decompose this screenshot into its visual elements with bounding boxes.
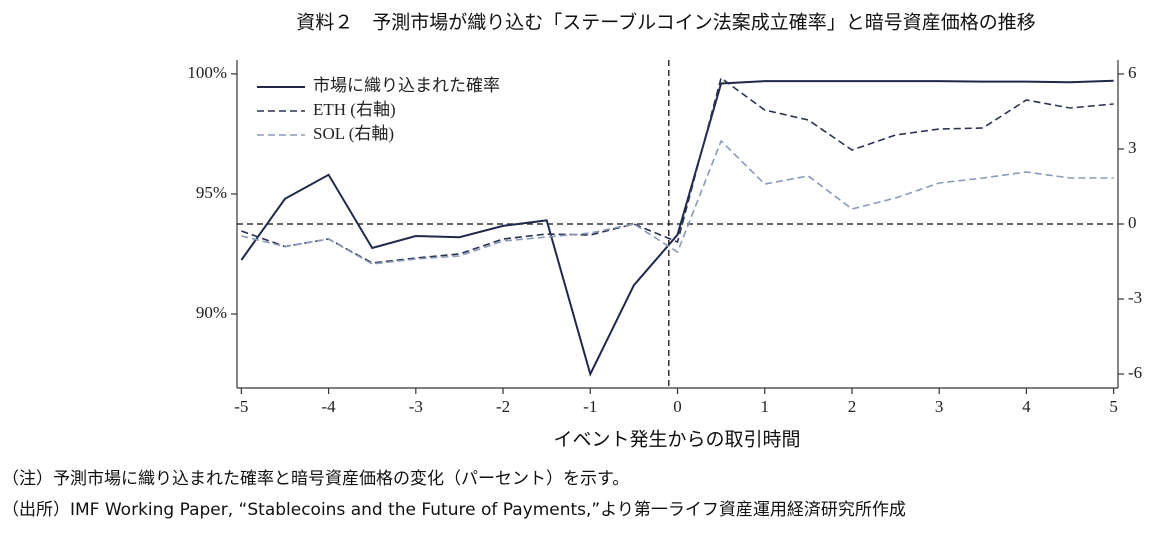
y2-tick-label: 6 <box>1128 63 1137 82</box>
y2-tick-label: -6 <box>1128 363 1142 382</box>
x-tick-label: 5 <box>1109 397 1118 416</box>
series-line <box>241 139 1114 265</box>
y-tick-label: 95% <box>196 183 227 202</box>
x-axis-label: イベント発生からの取引時間 <box>553 429 800 451</box>
x-tick-label: 3 <box>935 397 944 416</box>
y2-tick-label: 3 <box>1128 138 1137 157</box>
chart-title: 資料２ 予測市場が織り込む「ステーブルコイン法案成立確率」と暗号資産価格の推移 <box>296 11 1035 34</box>
x-tick-label: -1 <box>583 397 597 416</box>
x-tick-label: 1 <box>760 397 769 416</box>
x-tick-label: 0 <box>673 397 682 416</box>
x-tick-label: 4 <box>1022 397 1031 416</box>
y2-tick-label: -3 <box>1128 288 1142 307</box>
series-line <box>241 76 1114 264</box>
x-tick-label: -3 <box>409 397 423 416</box>
legend-label: 市場に織り込まれた確率 <box>313 76 500 95</box>
y2-tick-label: 0 <box>1128 213 1137 232</box>
legend-label: SOL (右軸) <box>313 124 394 143</box>
source: （出所）IMF Working Paper, “Stablecoins and … <box>2 500 906 520</box>
note: （注）予測市場に織り込まれた確率と暗号資産価格の変化（パーセント）を示す。 <box>2 469 629 489</box>
y-tick-label: 90% <box>196 303 227 322</box>
y-tick-label: 100% <box>187 63 227 82</box>
legend-label: ETH (右軸) <box>313 100 396 119</box>
x-tick-label: 2 <box>848 397 857 416</box>
x-tick-label: -5 <box>234 397 248 416</box>
x-tick-label: -2 <box>496 397 510 416</box>
x-tick-label: -4 <box>322 397 337 416</box>
series-line <box>240 79 1114 377</box>
